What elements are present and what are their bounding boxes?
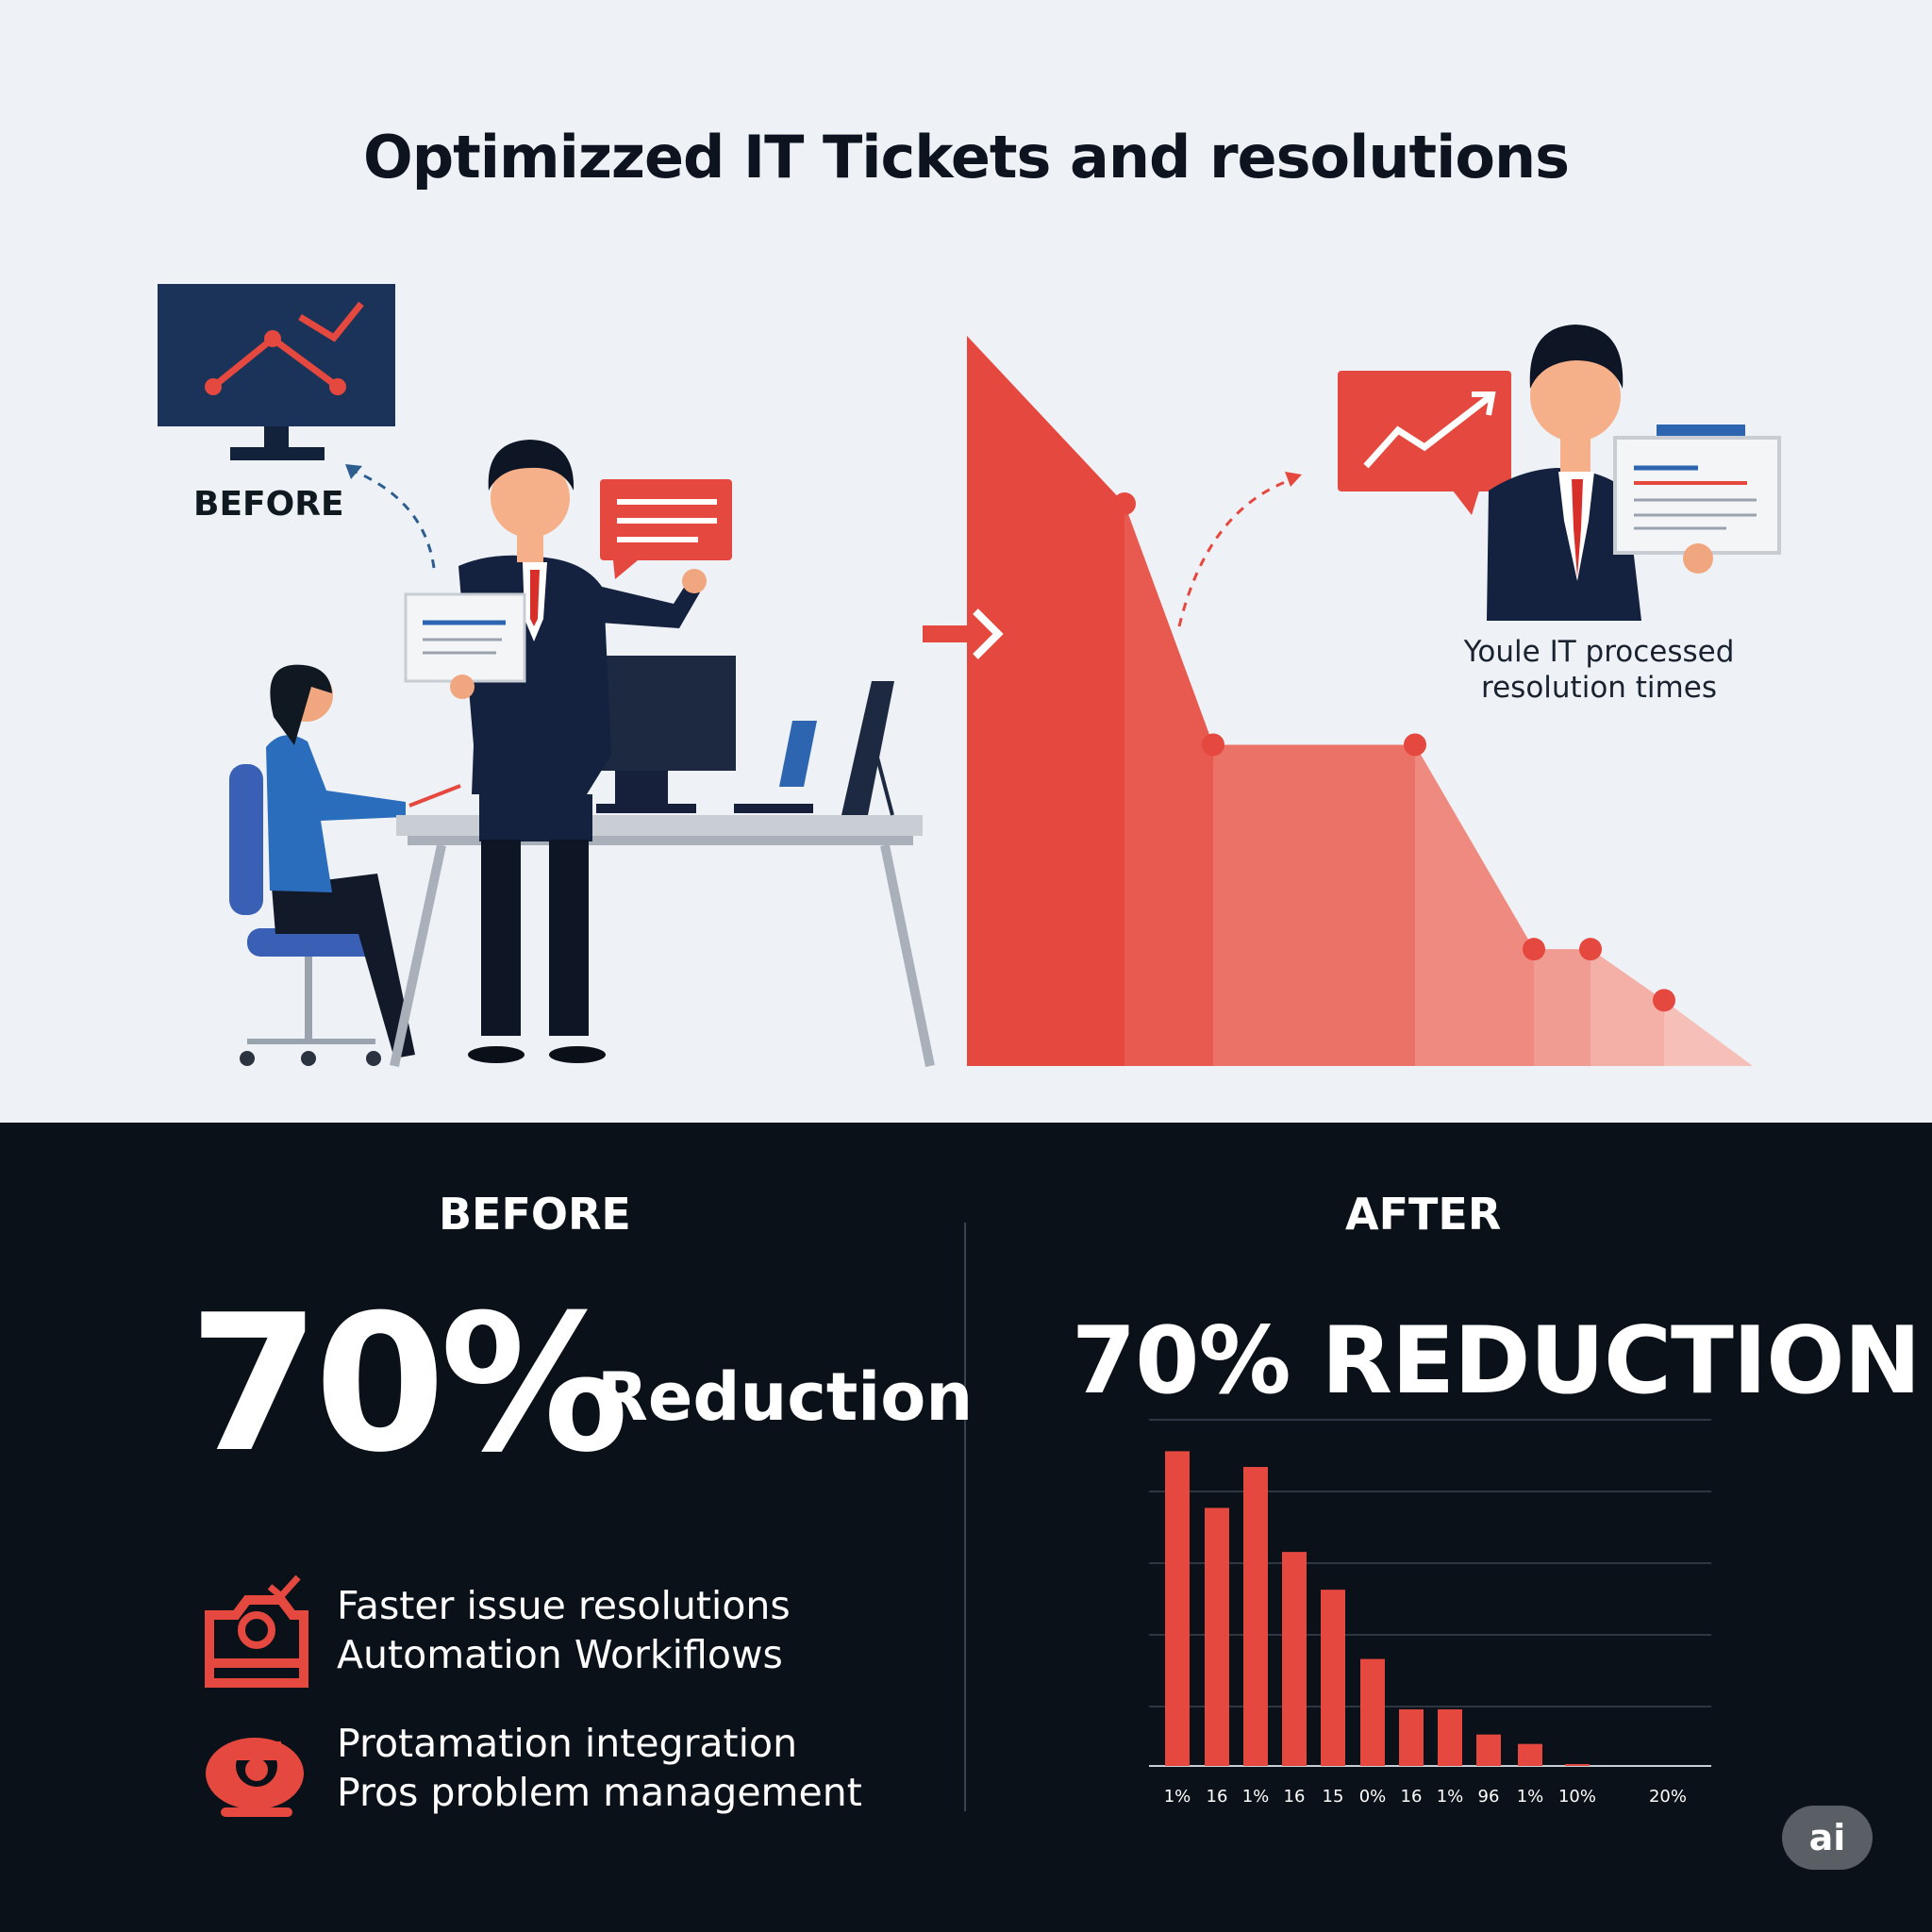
tick-label: 15 [1323, 1787, 1344, 1807]
big-percent: 70% [189, 1291, 624, 1479]
arrow-head-icon [1285, 472, 1302, 487]
after-headline: 70% REDUCTION [1072, 1307, 1921, 1415]
area-point [1113, 492, 1136, 515]
bar [1165, 1451, 1190, 1766]
bar [1565, 1764, 1590, 1766]
after-heading: AFTER [1345, 1189, 1501, 1240]
bar [1205, 1507, 1229, 1766]
feature-line: Protamation integration [337, 1719, 862, 1768]
tick-label: 1% [1437, 1787, 1464, 1807]
camera-check-icon [209, 1577, 304, 1683]
area-point [1202, 733, 1224, 756]
tick-label: 10% [1558, 1787, 1596, 1807]
area-segment [967, 336, 1124, 1066]
integration-icon [206, 1738, 304, 1817]
after-caption: Youle IT processed resolution times [1434, 634, 1764, 706]
area-segment [1213, 744, 1415, 1066]
bar-chart: 1% 16 1% 16 15 0% 16 1% 96 1% 10% 20% [1149, 1420, 1711, 1807]
page-title: Optimizzed IT Tickets and resolutions [0, 123, 1932, 192]
ai-badge: ai [1782, 1806, 1873, 1870]
feature-line: Faster issue resolutions [337, 1581, 791, 1630]
bar [1438, 1709, 1462, 1766]
before-monitor-icon [158, 284, 395, 460]
bar [1360, 1659, 1385, 1766]
area-segment [1415, 744, 1534, 1066]
tick-label: 1% [1517, 1787, 1544, 1807]
bar [1321, 1590, 1345, 1766]
area-point [1523, 938, 1545, 960]
bar [1282, 1552, 1307, 1766]
column-divider [964, 1223, 966, 1811]
area-segment [1124, 504, 1213, 1066]
tick-label: 1% [1242, 1787, 1270, 1807]
feature-item: Protamation integration Pros problem man… [337, 1719, 862, 1817]
bar [1476, 1735, 1501, 1766]
seated-woman-illustration [229, 665, 460, 1066]
before-heading: BEFORE [439, 1189, 631, 1240]
after-man-illustration [1338, 325, 1779, 621]
area-point [1404, 733, 1426, 756]
tick-label: 20% [1649, 1787, 1687, 1807]
before-label: BEFORE [193, 485, 344, 524]
bar [1518, 1744, 1542, 1766]
bar [1399, 1709, 1424, 1766]
area-point [1653, 989, 1675, 1011]
caption-line: resolution times [1434, 670, 1764, 706]
bar [1243, 1467, 1268, 1766]
dashed-arrow-before [351, 470, 434, 568]
tick-label: 16 [1401, 1787, 1423, 1807]
feature-line: Automation Workiflows [337, 1630, 791, 1679]
area-segment [1534, 949, 1591, 1066]
area-segment [1591, 949, 1664, 1066]
tick-label: 16 [1207, 1787, 1228, 1807]
reduction-word: Reduction [597, 1358, 973, 1436]
feature-line: Pros problem management [337, 1768, 862, 1817]
tick-label: 0% [1359, 1787, 1387, 1807]
area-segment [1664, 1000, 1753, 1066]
area-point [1579, 938, 1602, 960]
caption-line: Youle IT processed [1434, 634, 1764, 670]
tick-label: 96 [1478, 1787, 1500, 1807]
arrow-head-icon [345, 464, 362, 479]
tick-label: 16 [1284, 1787, 1306, 1807]
tick-label: 1% [1164, 1787, 1191, 1807]
feature-item: Faster issue resolutions Automation Work… [337, 1581, 791, 1679]
dashed-arrow-after [1179, 479, 1292, 626]
